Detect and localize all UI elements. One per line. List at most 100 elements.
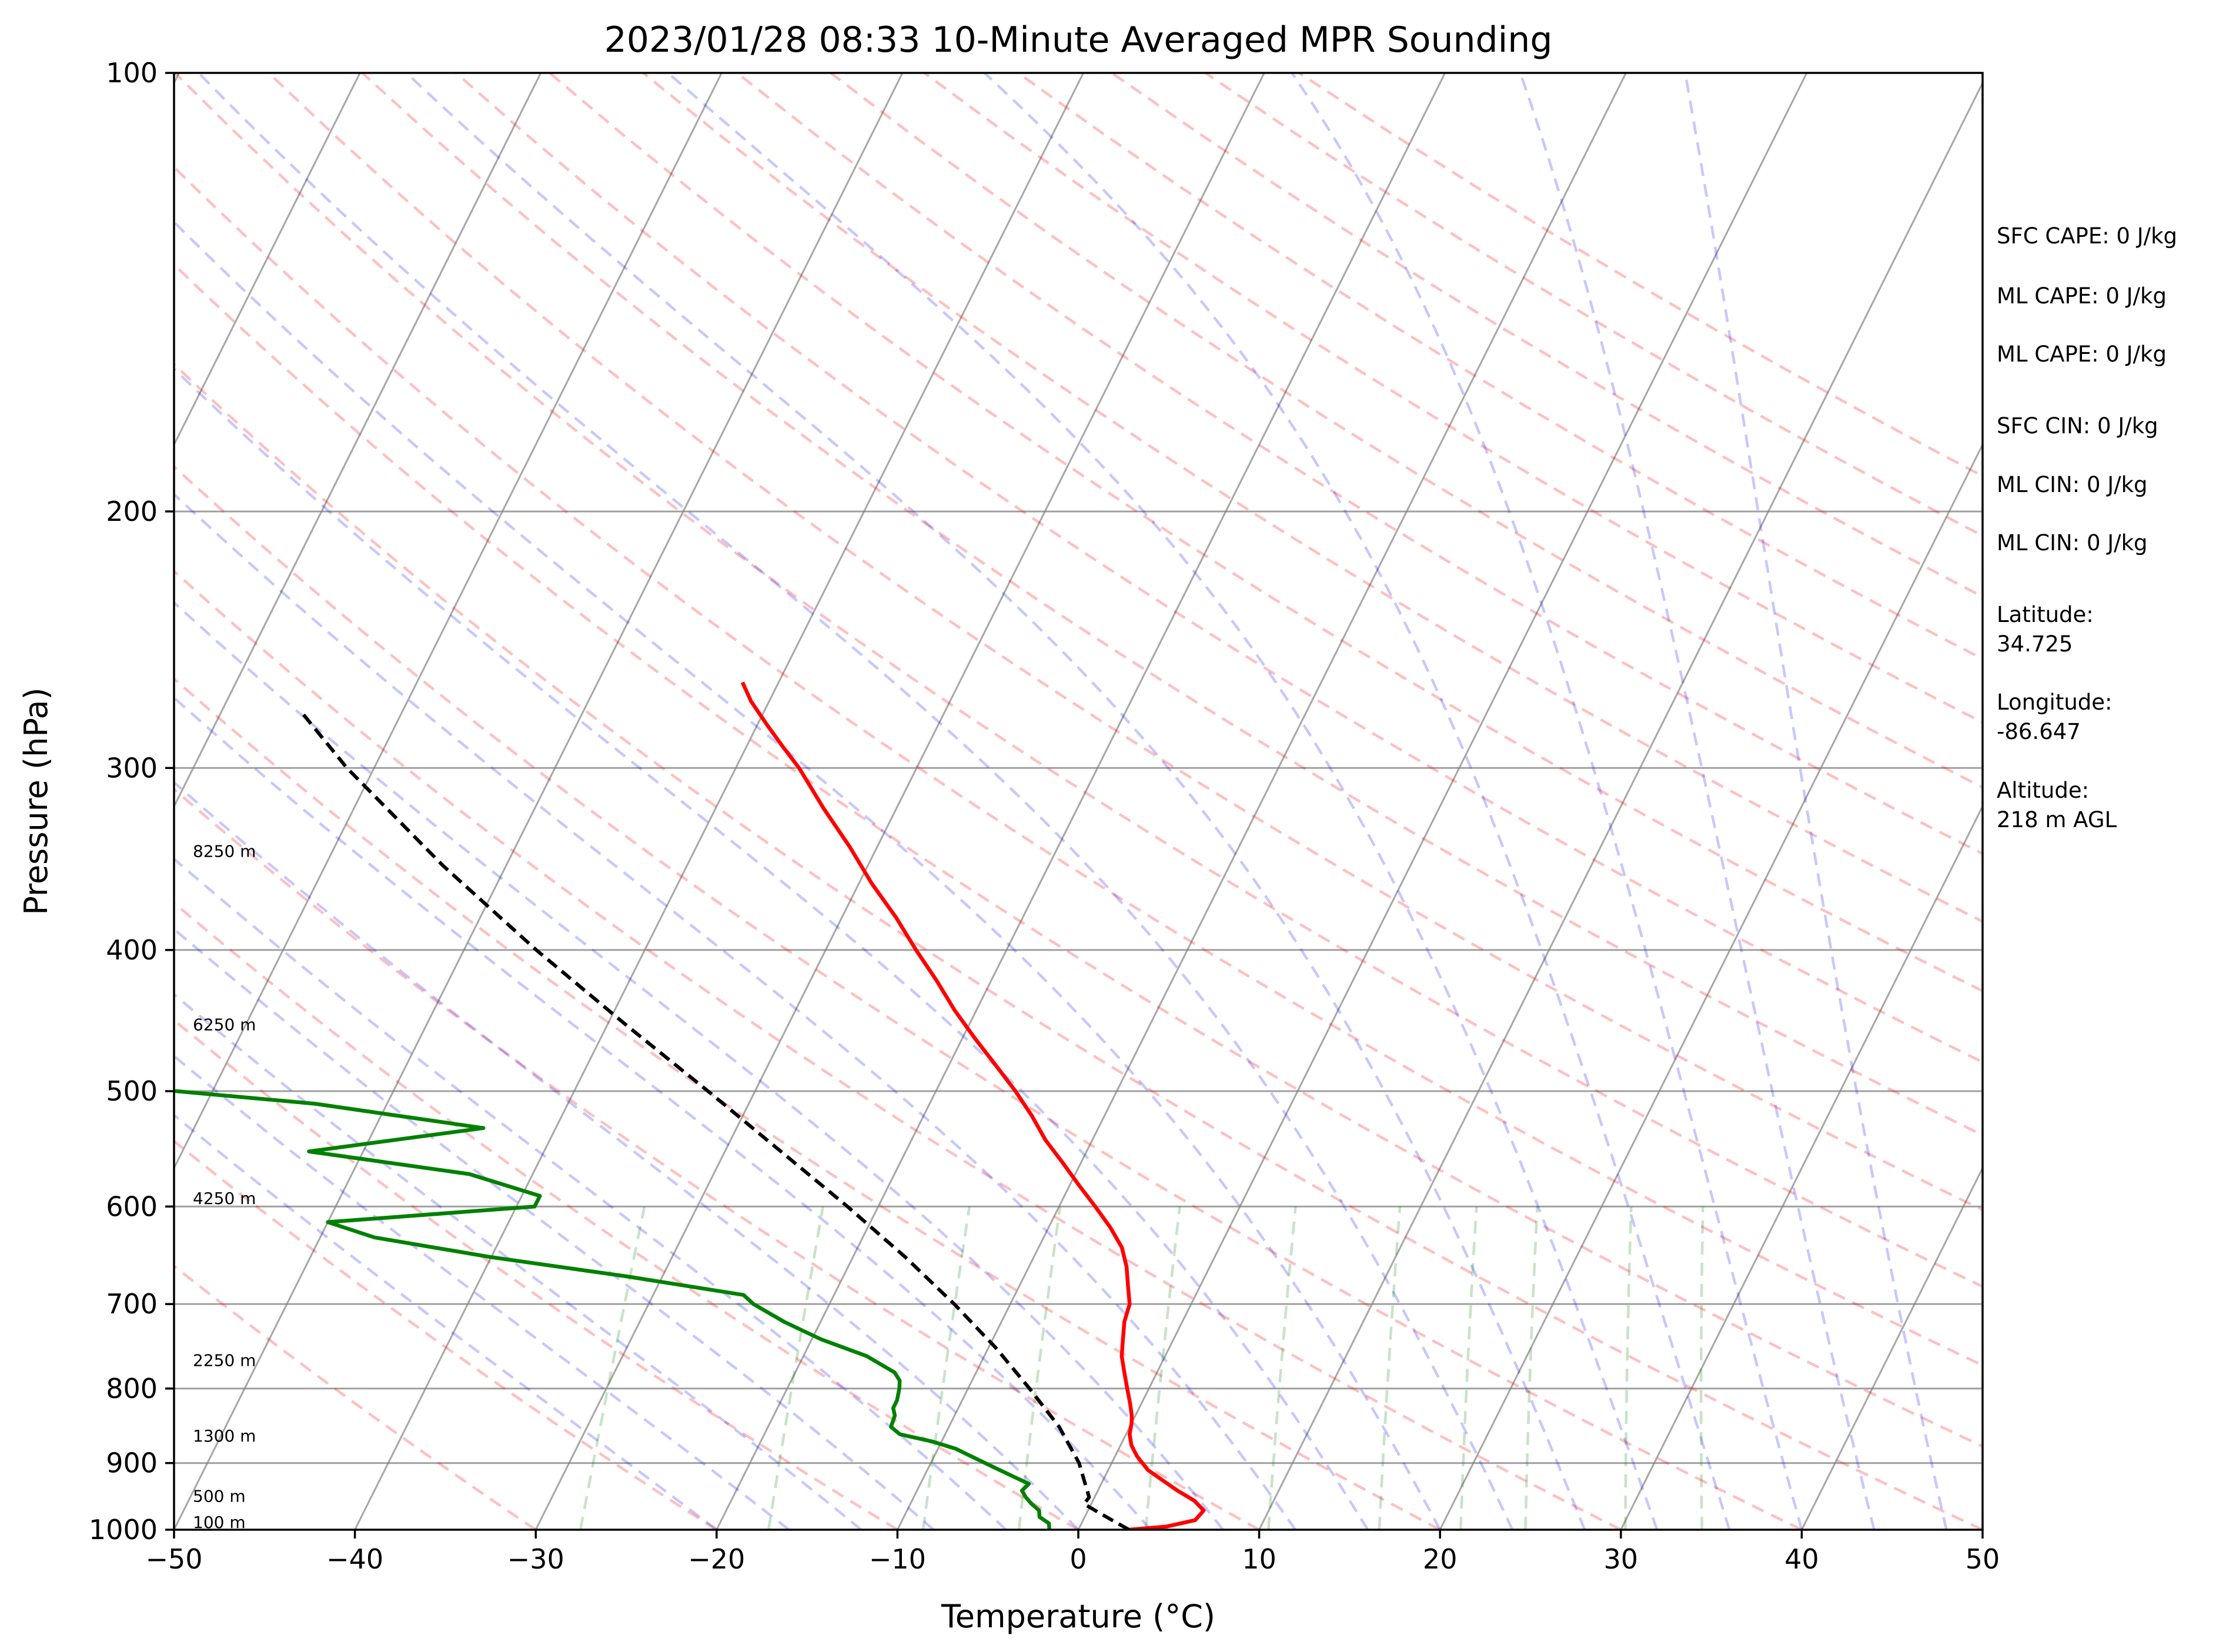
dry-adiabat-line (174, 1264, 537, 1530)
isotherm-line (174, 73, 723, 1171)
x-tick-label: −50 (145, 1543, 202, 1575)
x-tick-label: 30 (1604, 1543, 1639, 1575)
x-tick-label: −40 (326, 1543, 383, 1575)
height-label: 1300 m (193, 1426, 256, 1446)
isotherm-line (354, 73, 1084, 1530)
dry-adiabat-line (830, 73, 1983, 789)
moist-adiabat-line (1683, 73, 1948, 1530)
dry-adiabat-line (174, 569, 1622, 1530)
y-axis-label: Pressure (hPa) (18, 687, 55, 915)
mixing-ratio-line (921, 1206, 971, 1530)
series-layer (174, 681, 1206, 1530)
mixing-ratio-line (1267, 1206, 1297, 1530)
moist-adiabat-line (198, 73, 1514, 1530)
x-tick-label: 0 (1069, 1543, 1087, 1575)
moist-adiabat-line (174, 600, 1224, 1530)
ml-cape-text: ML CAPE: 0 J/kg (1997, 283, 2167, 309)
parcel-trace (300, 711, 1130, 1530)
isotherm-line (716, 73, 1446, 1530)
x-tick-label: 20 (1423, 1543, 1458, 1575)
y-tick-label: 900 (106, 1447, 158, 1479)
y-tick-label: 400 (106, 934, 158, 966)
temperature-trace (740, 681, 1206, 1530)
mixing-ratio-line (1378, 1206, 1402, 1530)
ml-cin-text: ML CIN: 0 J/kg (1997, 472, 2148, 497)
dry-adiabat-line (361, 73, 1983, 1137)
sfc-cin-text: SFC CIN: 0 J/kg (1997, 413, 2158, 439)
isotherm-line (897, 73, 1627, 1530)
mixing-ratio-line (579, 1206, 646, 1530)
mixing-ratio-line (767, 1206, 824, 1530)
ml-cin-text-2: ML CIN: 0 J/kg (1997, 530, 2148, 556)
moist-adiabat-line (174, 1054, 790, 1530)
altitude-value: 218 m AGL (1997, 807, 2117, 832)
chart-title: 2023/01/28 08:33 10-Minute Averaged MPR … (604, 19, 1553, 61)
moist-adiabat-line (1519, 73, 1876, 1530)
y-tick-label: 200 (106, 496, 158, 527)
height-label: 8250 m (193, 841, 256, 861)
isotherm-line (174, 73, 904, 1530)
isotherm-line (1077, 73, 1808, 1530)
y-tick-label: 100 (106, 57, 158, 89)
moist-adiabat-line (174, 927, 935, 1530)
y-tick-label: 800 (106, 1373, 158, 1404)
isotherm-line (1439, 443, 1983, 1530)
dry-adiabat-line (174, 73, 1983, 1288)
moist-adiabat-line (174, 1113, 718, 1530)
dry-adiabat-line (736, 73, 1983, 855)
x-tick-label: 40 (1784, 1543, 1819, 1575)
dry-adiabat-line (174, 464, 1803, 1530)
x-axis: −50 −40 −30 −20 −10 0 10 20 30 40 50 (145, 1530, 2000, 1575)
moist-adiabat-line (405, 73, 1586, 1530)
dry-adiabat-line (174, 362, 1983, 1530)
x-tick-label: 10 (1242, 1543, 1276, 1575)
dry-adiabat-line (549, 73, 1983, 993)
dry-adiabat-line (174, 677, 1441, 1530)
mixing-ratio-line (1624, 1206, 1633, 1530)
isotherm-line (1801, 1166, 1983, 1530)
isotherm-line (1620, 804, 1983, 1530)
height-label: 6250 m (193, 1015, 256, 1035)
info-panel: SFC CAPE: 0 J/kg ML CAPE: 0 J/kg ML CAPE… (1997, 223, 2177, 832)
longitude-label: Longitude: (1997, 690, 2113, 715)
y-axis: 1000 900 800 700 600 500 400 300 200 100 (89, 57, 174, 1546)
moist-adiabat-line (174, 367, 1369, 1530)
background-lines (174, 73, 1983, 1530)
x-axis-label: Temperature (°C) (941, 1598, 1215, 1635)
y-tick-label: 700 (106, 1288, 158, 1320)
latitude-value: 34.725 (1997, 631, 2073, 657)
height-label: 4250 m (193, 1189, 256, 1208)
height-label: 2250 m (193, 1351, 256, 1370)
moist-adiabat-line (983, 73, 1731, 1530)
mixing-ratio-line (1699, 1206, 1704, 1530)
moist-adiabat-line (667, 73, 1659, 1530)
isotherm-line (1258, 81, 1983, 1530)
x-tick-label: 50 (1966, 1543, 2000, 1575)
moist-adiabat-line (174, 492, 1296, 1530)
isotherm-line (534, 73, 1265, 1530)
dry-adiabat-line (1017, 73, 1983, 661)
altitude-label: Altitude: (1997, 778, 2089, 803)
y-tick-label: 500 (106, 1075, 158, 1107)
isotherm-line (174, 73, 361, 447)
x-tick-label: −20 (688, 1543, 745, 1575)
x-tick-label: −30 (507, 1543, 564, 1575)
dry-adiabat-line (174, 1018, 898, 1530)
y-tick-label: 600 (106, 1190, 158, 1222)
longitude-value: -86.647 (1997, 719, 2081, 744)
dry-adiabat-line (174, 901, 1079, 1530)
moist-adiabat-line (174, 220, 1442, 1530)
moist-adiabat-line (174, 695, 1152, 1530)
y-tick-label: 1000 (89, 1514, 158, 1546)
isotherm-line (174, 73, 542, 808)
mixing-ratio-line (1524, 1206, 1539, 1530)
moist-adiabat-line (174, 992, 863, 1530)
dewpoint-trace (174, 1089, 1052, 1530)
dry-adiabat-line (174, 787, 1260, 1530)
mixing-ratio-line (1459, 1206, 1478, 1530)
latitude-label: Latitude: (1997, 602, 2094, 627)
moist-adiabat-line (174, 780, 1079, 1530)
dry-adiabat-line (174, 262, 1983, 1448)
